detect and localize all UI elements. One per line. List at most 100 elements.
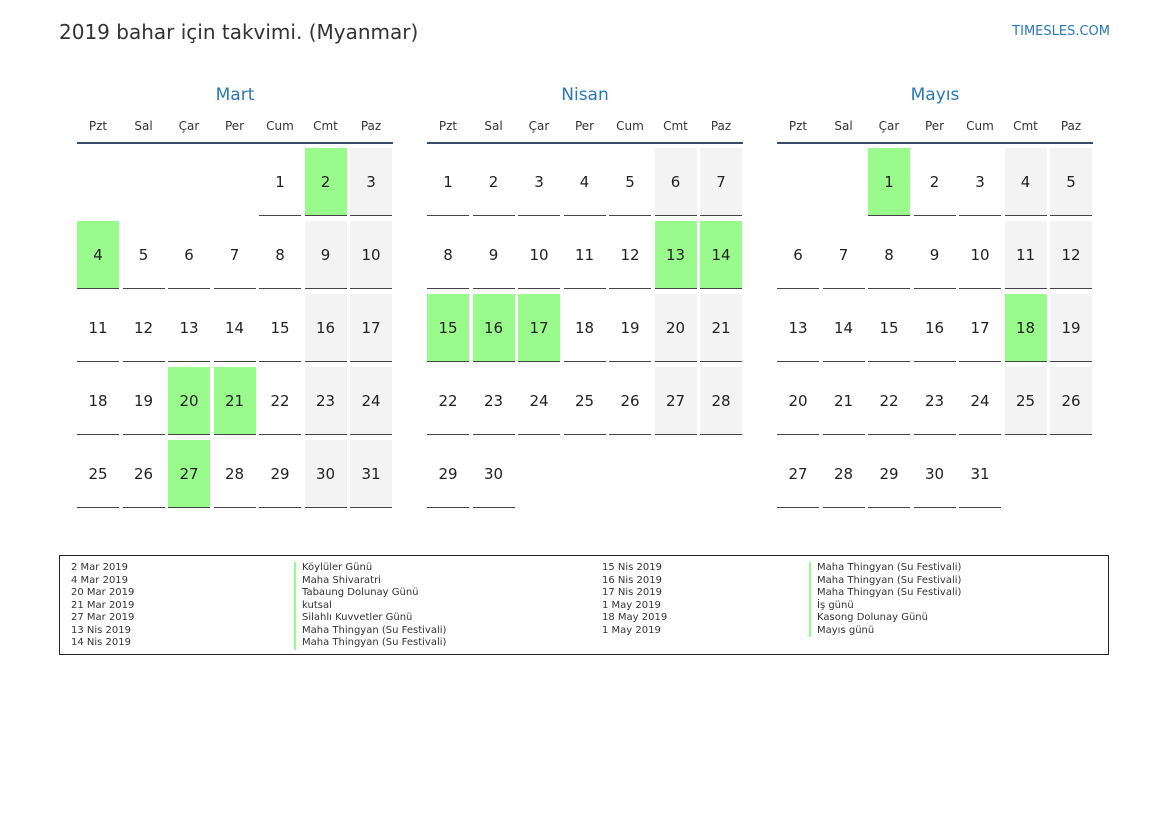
day-cell: 7 (700, 148, 742, 216)
legend-holiday-name: Silahlı Kuvvetler Günü (294, 612, 446, 625)
legend-names-right: Maha Thingyan (Su Festivali) Maha Thingya… (809, 562, 961, 637)
day-grid: 1 2 3 4 5 6 7 8 9 10 11 12 13 14 15 16 17 18 19 20 21 22 23 24 2… (427, 148, 743, 508)
weekday-label: Paz (1060, 119, 1082, 133)
legend-holiday-name: Maha Thingyan (Su Festivali) (294, 637, 446, 650)
day-cell: 13 (654, 221, 697, 289)
day-cell: 16 (304, 294, 347, 362)
legend-date: 16 Nis 2019 (602, 574, 662, 586)
day-cell: 4 (1004, 148, 1047, 216)
month-may: Mayıs Pzt Sal Çar Per Cum Cmt Paz 1 2 3 4 5 6 7 8 9 10 1… (777, 84, 1093, 508)
day-cell: 24 (959, 367, 1001, 435)
day-cell: 14 (213, 294, 256, 362)
day-cell: 2 (913, 148, 956, 216)
day-cell: 15 (868, 294, 910, 362)
legend-holiday-name: kutsal (294, 599, 446, 612)
day-cell: 16 (472, 294, 515, 362)
day-cell: 19 (609, 294, 651, 362)
day-cell: 4 (77, 221, 119, 289)
day-cell: 18 (1004, 294, 1047, 362)
day-cell: 9 (304, 221, 347, 289)
day-cell: 4 (563, 148, 606, 216)
page-title: 2019 bahar için takvimi. (Myanmar) (59, 20, 419, 44)
day-cell: 3 (350, 148, 392, 216)
weekday-label: Per (224, 119, 245, 133)
day-cell: 1 (259, 148, 301, 216)
weekday-label: Paz (710, 119, 732, 133)
day-cell: 28 (822, 440, 865, 508)
day-cell: 23 (472, 367, 515, 435)
legend-date: 21 Mar 2019 (71, 599, 135, 611)
day-cell: 13 (168, 294, 210, 362)
legend-date: 18 May 2019 (602, 612, 668, 623)
calendar-months: Mart Pzt Sal Çar Per Cum Cmt Paz 1 2 3 4 5 6 7 8 9 10 11… (77, 84, 1093, 514)
day-grid: 1 2 3 4 5 6 7 8 9 10 11 12 13 14 15 16 17 18 19 20 21 22 23 24 2… (777, 148, 1093, 508)
day-cell: 16 (913, 294, 956, 362)
weekday-label: Pzt (88, 119, 108, 133)
weekday-header: Pzt Sal Çar Per Cum Cmt Paz (777, 118, 1093, 144)
day-cell: 5 (609, 148, 651, 216)
weekday-label: Cmt (1013, 119, 1038, 133)
day-cell: 26 (609, 367, 651, 435)
day-cell: 8 (427, 221, 469, 289)
month-april: Nisan Pzt Sal Çar Per Cum Cmt Paz 1 2 3 4 5 6 7 8 9 10 1… (427, 84, 743, 508)
day-cell: 26 (1050, 367, 1092, 435)
day-grid: 1 2 3 4 5 6 7 8 9 10 11 12 13 14 15 16 17 18 19 20 21 22 23 24 2… (77, 148, 393, 508)
day-cell: 28 (213, 440, 256, 508)
site-link[interactable]: TIMESLES.COM (1012, 24, 1110, 39)
day-cell: 25 (77, 440, 119, 508)
month-title: Nisan (561, 85, 609, 105)
day-cell: 23 (913, 367, 956, 435)
day-cell: 7 (213, 221, 256, 289)
weekday-label: Çar (878, 119, 900, 133)
holiday-legend: 2 Mar 2019 4 Mar 2019 20 Mar 2019 21 Mar 20… (59, 555, 1109, 655)
day-cell: 18 (563, 294, 606, 362)
weekday-label: Per (924, 119, 945, 133)
day-cell: 28 (700, 367, 742, 435)
day-cell: 27 (777, 440, 819, 508)
day-cell: 26 (122, 440, 165, 508)
legend-date: 15 Nis 2019 (602, 562, 662, 573)
day-cell: 11 (563, 221, 606, 289)
day-cell: 17 (959, 294, 1001, 362)
legend-date: 14 Nis 2019 (71, 637, 131, 648)
day-cell: 15 (259, 294, 301, 362)
legend-holiday-name: Maha Thingyan (Su Festivali) (294, 624, 446, 637)
weekday-label: Cmt (663, 119, 688, 133)
day-cell: 25 (563, 367, 606, 435)
weekday-label: Sal (834, 119, 853, 133)
legend-date: 17 Nis 2019 (602, 587, 662, 598)
legend-dates-left: 2 Mar 2019 4 Mar 2019 20 Mar 2019 21 Mar 20… (71, 562, 134, 650)
month-title: Mart (215, 85, 255, 105)
day-cell: 13 (777, 294, 819, 362)
day-cell: 27 (654, 367, 697, 435)
day-cell: 30 (472, 440, 515, 508)
day-cell: 22 (427, 367, 469, 435)
legend-holiday-name: İş günü (809, 599, 961, 612)
day-cell: 14 (822, 294, 865, 362)
weekday-label: Cum (966, 119, 994, 133)
day-cell: 21 (822, 367, 865, 435)
day-cell: 15 (427, 294, 469, 362)
weekday-label: Çar (178, 119, 200, 133)
legend-date: 13 Nis 2019 (71, 624, 131, 636)
legend-holiday-name: Köylüler Günü (294, 562, 446, 575)
day-cell: 29 (427, 440, 469, 508)
day-cell: 9 (913, 221, 956, 289)
legend-date: 1 May 2019 (602, 624, 661, 636)
day-cell: 20 (168, 367, 210, 435)
day-cell: 31 (350, 440, 392, 508)
day-cell: 5 (1050, 148, 1092, 216)
day-cell: 20 (777, 367, 819, 435)
legend-holiday-name: Maha Thingyan (Su Festivali) (809, 562, 961, 575)
weekday-label: Paz (360, 119, 382, 133)
day-cell: 29 (868, 440, 910, 508)
weekday-label: Cum (616, 119, 644, 133)
day-cell: 2 (304, 148, 347, 216)
day-cell: 21 (700, 294, 742, 362)
legend-holiday-name: Maha Shivaratri (294, 574, 446, 587)
day-cell: 24 (518, 367, 560, 435)
day-cell: 10 (959, 221, 1001, 289)
month-march: Mart Pzt Sal Çar Per Cum Cmt Paz 1 2 3 4 5 6 7 8 9 10 11… (77, 84, 393, 508)
day-cell: 30 (913, 440, 956, 508)
day-cell: 30 (304, 440, 347, 508)
